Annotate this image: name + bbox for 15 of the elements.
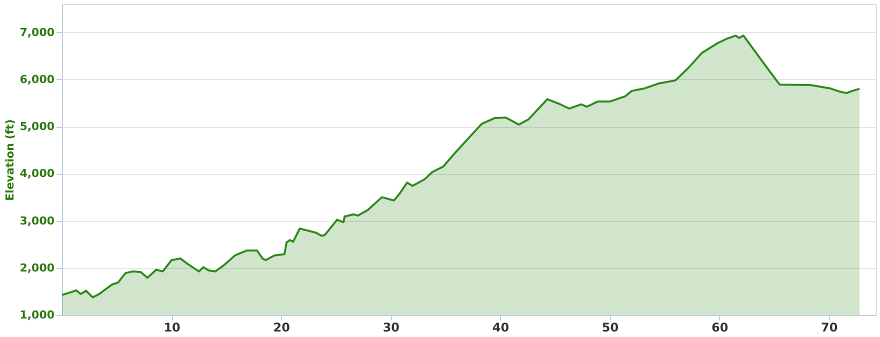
y-tick-label: 7,000 xyxy=(20,26,55,39)
x-tick-label: 10 xyxy=(164,320,180,334)
x-tick-label: 70 xyxy=(821,320,838,334)
y-tick-label: 4,000 xyxy=(20,167,55,180)
y-tick-label: 6,000 xyxy=(20,72,55,86)
x-tick-label: 20 xyxy=(273,320,290,334)
y-tick-label: 2,000 xyxy=(20,261,55,274)
x-tick-label: 60 xyxy=(711,320,728,334)
x-tick-label: 30 xyxy=(382,320,400,334)
x-tick-label: 40 xyxy=(492,320,510,334)
x-tick-label: 50 xyxy=(602,320,619,334)
y-tick-label: 3,000 xyxy=(20,214,55,228)
y-tick-label: 5,000 xyxy=(20,120,55,134)
y-axis-title: Elevation (ft) xyxy=(4,119,17,201)
y-tick-label: 1,000 xyxy=(20,308,55,322)
